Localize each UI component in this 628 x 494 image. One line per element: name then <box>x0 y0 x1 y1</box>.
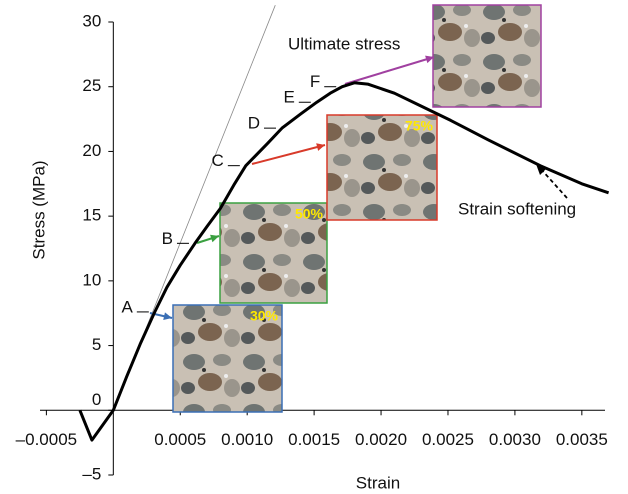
y-axis-title: Stress (MPa) <box>29 160 48 259</box>
point-label: B <box>162 229 173 248</box>
y-tick-label: 5 <box>92 335 101 354</box>
annotation: Strain softening <box>458 199 576 218</box>
x-tick-label: 0.0010 <box>221 430 273 449</box>
x-tick-label: 0.0030 <box>489 430 541 449</box>
arrow-head <box>210 234 219 243</box>
point-label: F <box>310 72 320 91</box>
point-label: E <box>283 88 294 107</box>
y-tick-label: 15 <box>82 206 101 225</box>
x-tick-label: 0.0005 <box>154 430 206 449</box>
y-tick-label: 0 <box>92 390 101 409</box>
y-tick-label: 20 <box>82 141 101 160</box>
x-tick-label: 0.0015 <box>288 430 340 449</box>
point-label: D <box>248 114 260 133</box>
stress-strain-curve <box>78 81 610 442</box>
point-label: C <box>212 151 224 170</box>
arrow-head <box>316 143 325 151</box>
arrow <box>344 56 435 85</box>
arrow-head <box>163 312 172 321</box>
inset-image <box>219 202 328 304</box>
x-tick-label: 0.0025 <box>422 430 474 449</box>
inset-image <box>172 304 283 413</box>
y-tick-label: 25 <box>82 76 101 95</box>
y-tick-label: 30 <box>82 11 101 30</box>
point-label: A <box>121 297 133 316</box>
inset-label: 30% <box>250 308 279 324</box>
inset-label: 75% <box>405 118 434 134</box>
annotation: Ultimate stress <box>288 34 400 53</box>
inset-image <box>326 114 438 221</box>
x-axis-title: Strain <box>356 473 400 492</box>
arrow-head <box>425 55 434 64</box>
arrow-head <box>536 164 547 175</box>
arrow <box>251 144 326 165</box>
y-tick-label: –5 <box>82 464 101 483</box>
x-tick-label: 0.0035 <box>556 430 608 449</box>
inset-image <box>432 4 542 108</box>
x-tick-label: –0.0005 <box>16 430 77 449</box>
x-tick-label: 0.0020 <box>355 430 407 449</box>
y-tick-label: 10 <box>82 270 101 289</box>
inset-label: 50% <box>295 206 324 222</box>
